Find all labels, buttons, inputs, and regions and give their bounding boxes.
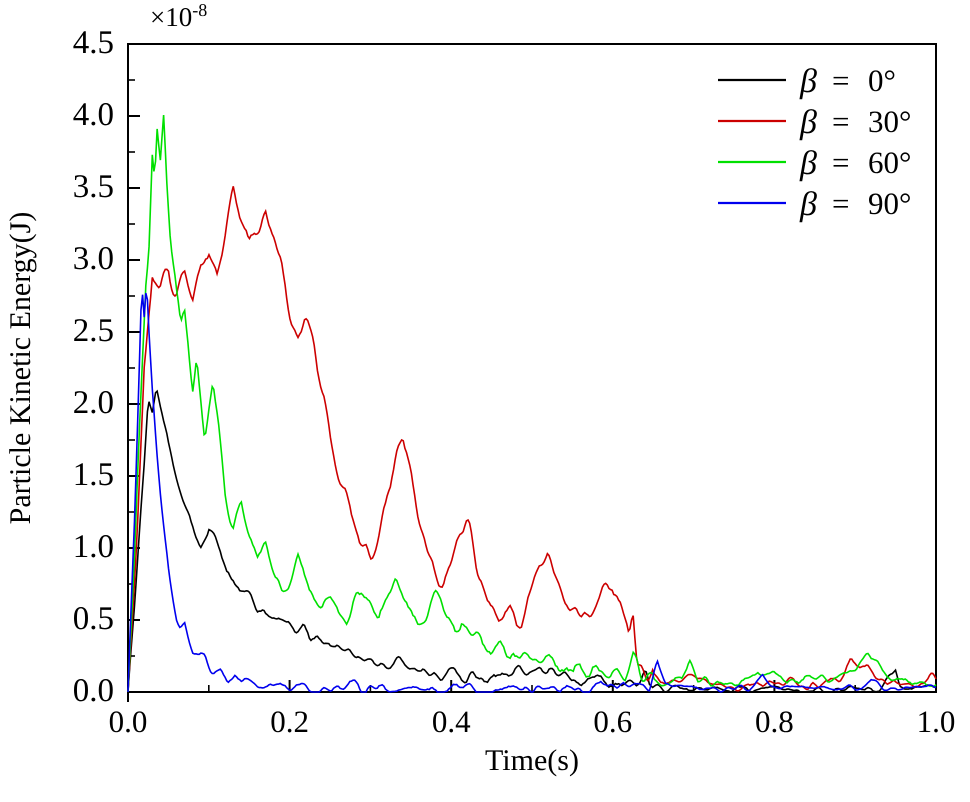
svg-text:0.4: 0.4 [432,704,471,739]
svg-text:β: β [799,145,817,182]
svg-text:30°: 30° [868,104,911,139]
svg-text:0°: 0° [868,63,896,98]
svg-text:β: β [799,63,817,100]
svg-text:2.5: 2.5 [73,313,114,349]
svg-text:=: = [832,104,849,139]
svg-text:=: = [832,63,849,98]
svg-text:0.8: 0.8 [755,704,794,739]
svg-text:0.0: 0.0 [109,704,148,739]
svg-text:Particle Kinetic Energy(J): Particle Kinetic Energy(J) [4,212,37,525]
svg-text:3.0: 3.0 [73,241,114,277]
svg-text:90°: 90° [868,186,911,221]
svg-text:3.5: 3.5 [73,169,114,205]
svg-text:4.0: 4.0 [73,97,114,133]
svg-text:×10-8: ×10-8 [150,0,207,32]
svg-text:1.5: 1.5 [73,457,114,493]
svg-text:4.5: 4.5 [73,25,114,61]
svg-text:2.0: 2.0 [73,385,114,421]
svg-text:0.5: 0.5 [73,601,114,637]
svg-text:Time(s): Time(s) [485,744,579,777]
svg-text:=: = [832,145,849,180]
svg-text:1.0: 1.0 [917,704,956,739]
svg-text:β: β [799,186,817,223]
svg-text:60°: 60° [868,145,911,180]
svg-text:0.2: 0.2 [270,704,309,739]
svg-text:0.6: 0.6 [593,704,632,739]
svg-text:1.0: 1.0 [73,529,114,565]
svg-text:=: = [832,186,849,221]
svg-text:β: β [799,104,817,141]
